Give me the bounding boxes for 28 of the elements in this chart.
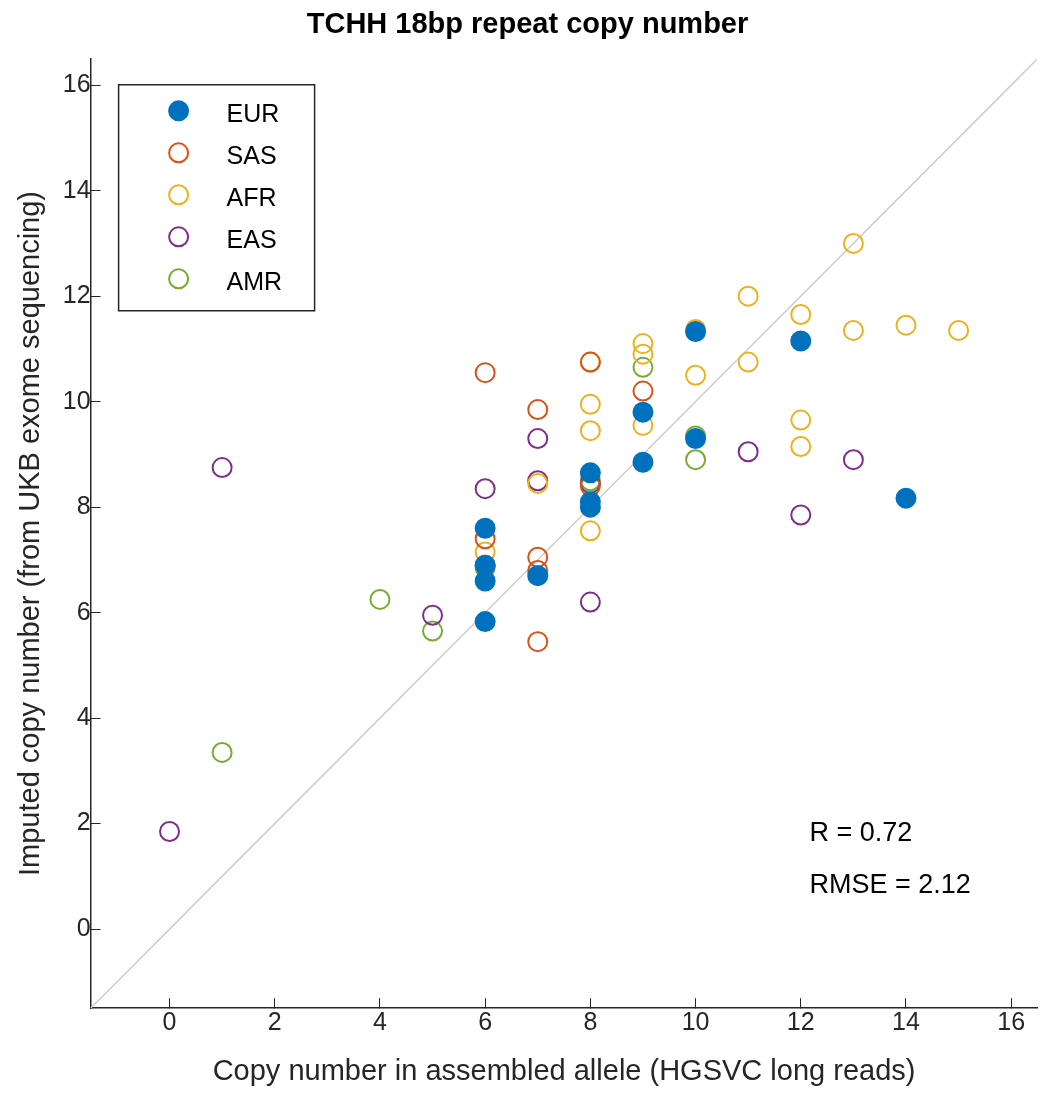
x-tick-label: 4 [372, 1007, 387, 1036]
x-tick-label: 16 [997, 1007, 1026, 1036]
y-tick-label: 12 [62, 280, 91, 309]
x-tick-label: 14 [892, 1007, 920, 1036]
annotation: R = 0.72 [809, 816, 913, 847]
x-axis-title: Copy number in assembled allele (HGSVC long reads) [212, 1053, 916, 1086]
y-tick-label: 4 [76, 702, 91, 730]
x-tick-label: 12 [786, 1007, 815, 1036]
chart-title: TCHH 18bp repeat copy number [306, 7, 749, 40]
y-tick-label: 6 [76, 596, 91, 625]
legend-label: EAS [226, 224, 277, 253]
x-tick-label: 6 [478, 1007, 493, 1036]
legend-label: SAS [226, 140, 277, 169]
y-axis-title: Imputed copy number (from UKB exome sequencing) [13, 190, 46, 877]
x-tick-label: 10 [681, 1007, 710, 1036]
y-tick-label: 10 [62, 385, 91, 414]
legend-label: AFR [226, 182, 277, 211]
y-tick-label: 14 [62, 174, 91, 203]
y-tick-label: 2 [76, 807, 91, 836]
x-tick-label: 2 [267, 1007, 282, 1036]
legend-label: EUR [226, 98, 280, 127]
x-tick-label: 8 [583, 1007, 598, 1036]
legend-label: AMR [226, 266, 283, 295]
x-tick-label: 0 [162, 1007, 177, 1036]
annotation: RMSE = 2.12 [809, 868, 971, 899]
y-tick-label: 0 [76, 912, 91, 941]
y-tick-label: 8 [76, 491, 91, 520]
y-tick-label: 16 [62, 69, 91, 98]
